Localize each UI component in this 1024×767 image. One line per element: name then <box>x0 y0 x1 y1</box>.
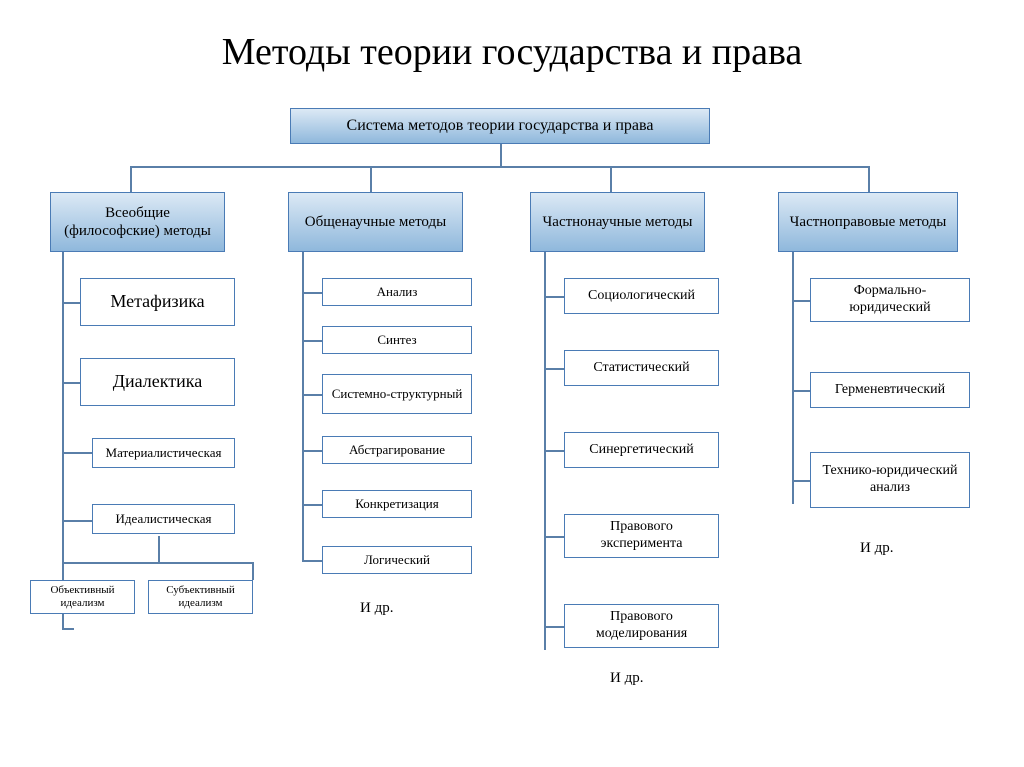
col1-metaphysics: Метафизика <box>80 278 235 326</box>
col1-materialistic: Материалистическая <box>92 438 235 468</box>
col3-legal-modeling: Правового моделирования <box>564 604 719 648</box>
col3-legal-experiment: Правового эксперимента <box>564 514 719 558</box>
col2-concretization: Конкретизация <box>322 490 472 518</box>
page-title: Методы теории государства и права <box>0 0 1024 94</box>
col2-etc: И др. <box>360 600 393 617</box>
category-general-scientific: Общенаучные методы <box>288 192 463 252</box>
connector <box>500 144 502 166</box>
col1-objective-idealism: Объективный идеализм <box>30 580 135 614</box>
connector <box>544 450 564 452</box>
connector <box>544 536 564 538</box>
col1-dialectics: Диалектика <box>80 358 235 406</box>
root-box: Система методов теории государства и пра… <box>290 108 710 144</box>
connector <box>62 628 74 630</box>
connector <box>302 340 322 342</box>
connector <box>62 562 64 580</box>
connector <box>158 536 160 562</box>
connector <box>792 480 810 482</box>
connector <box>544 296 564 298</box>
col3-statistical: Статистический <box>564 350 719 386</box>
col2-analysis: Анализ <box>322 278 472 306</box>
connector <box>610 166 612 192</box>
col2-systemic-structural: Системно-структурный <box>322 374 472 414</box>
connector <box>792 252 794 504</box>
col4-formal-legal: Формально-юридический <box>810 278 970 322</box>
col1-idealistic: Идеалистическая <box>92 504 235 534</box>
col3-sociological: Социологический <box>564 278 719 314</box>
connector <box>370 166 372 192</box>
connector <box>62 520 92 522</box>
connector <box>302 504 322 506</box>
connector <box>868 166 870 192</box>
connector <box>62 302 80 304</box>
connector <box>62 562 254 564</box>
col2-abstraction: Абстрагирование <box>322 436 472 464</box>
connector <box>62 452 92 454</box>
connector <box>130 166 132 192</box>
connector <box>62 382 80 384</box>
connector <box>130 166 870 168</box>
col2-logical: Логический <box>322 546 472 574</box>
connector <box>302 394 322 396</box>
col3-synergetic: Синергетический <box>564 432 719 468</box>
category-philosophical: Всеобщие (философские) методы <box>50 192 225 252</box>
col4-technical-legal: Технико-юридический анализ <box>810 452 970 508</box>
col4-etc: И др. <box>860 540 893 557</box>
connector <box>792 300 810 302</box>
col1-subjective-idealism: Субъективный идеализм <box>148 580 253 614</box>
connector <box>302 560 322 562</box>
connector <box>302 450 322 452</box>
col3-etc: И др. <box>610 670 643 687</box>
col4-hermeneutic: Герменевтический <box>810 372 970 408</box>
connector <box>302 292 322 294</box>
connector <box>302 252 304 562</box>
connector <box>544 368 564 370</box>
connector <box>792 390 810 392</box>
connector <box>252 562 254 580</box>
connector <box>544 626 564 628</box>
col2-synthesis: Синтез <box>322 326 472 354</box>
category-specific-legal: Частноправовые методы <box>778 192 958 252</box>
category-specific-scientific: Частнонаучные методы <box>530 192 705 252</box>
